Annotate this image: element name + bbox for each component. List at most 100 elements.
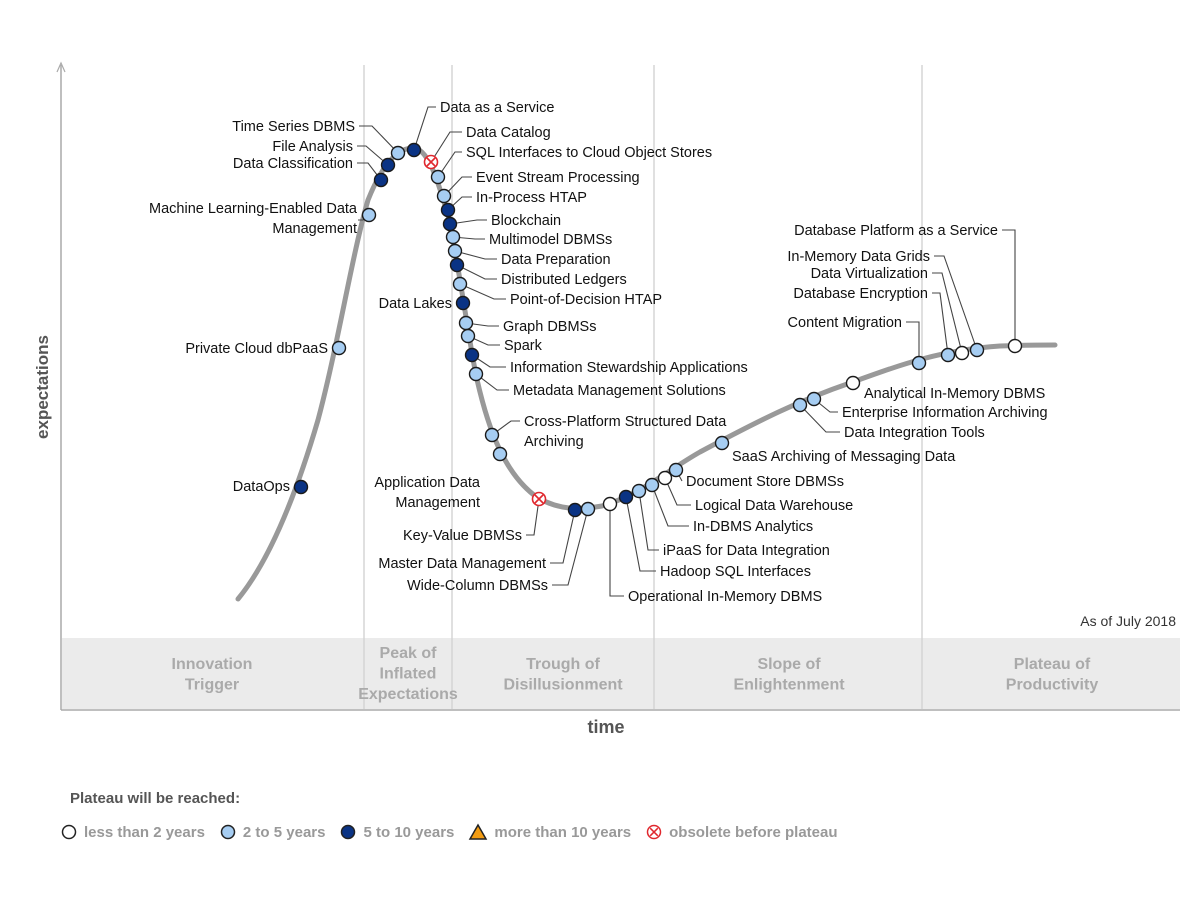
technology-marker [380,157,396,173]
technology-marker [644,477,660,493]
technology-marker [969,342,985,358]
technology-label: Analytical In-Memory DBMS [864,386,1045,402]
technology-label: Information Stewardship Applications [510,360,748,376]
technology-marker [361,207,377,223]
leader-lines [357,106,1016,597]
technology-marker [492,446,508,462]
leader-line [456,264,497,280]
technology-marker [452,276,468,292]
technology-label: In-Process HTAP [476,190,587,206]
legend-item-obsolete: obsolete before plateau [645,823,838,841]
circle-icon [220,824,236,840]
technology-label: In-DBMS Analytics [693,519,813,535]
phase-band-background [62,638,1180,709]
technology-label: Application Data Management [374,475,481,511]
technology-label: Operational In-Memory DBMS [628,589,822,605]
technology-marker [911,355,927,371]
y-axis-arrow-icon [56,61,66,73]
leader-line [651,484,689,527]
technology-marker [657,470,673,486]
technology-label: Event Stream Processing [476,170,640,186]
technology-label: Machine Learning-Enabled Data Management [149,201,358,237]
technology-marker [442,216,458,232]
technology-marker [602,496,618,512]
phase-band [62,638,1180,709]
legend-label: less than 2 years [84,823,205,841]
as-of-date: As of July 2018 [1080,613,1176,629]
technology-markers [293,142,1023,518]
technology-marker-obsolete [423,154,439,170]
technology-label: Content Migration [788,315,902,331]
technology-label: SaaS Archiving of Messaging Data [732,449,956,465]
legend-label: obsolete before plateau [669,823,838,841]
circle-icon [341,824,356,840]
leader-line [552,508,589,586]
technology-label: Database Encryption [793,286,928,302]
technology-marker [464,347,480,363]
technology-label: Wide-Column DBMSs [407,578,548,594]
legend-title: Plateau will be reached: [70,790,241,807]
leader-line [664,477,691,506]
technology-marker [806,391,822,407]
leader-line [413,106,436,151]
technology-label: Data as a Service [440,100,554,116]
leader-line [609,504,624,597]
leader-line [449,219,487,225]
technology-label: iPaaS for Data Integration [663,543,830,559]
technology-label: Data Integration Tools [844,425,985,441]
technology-label: Document Store DBMSs [686,474,844,490]
technology-label: Data Classification [233,156,353,172]
technology-label: Spark [504,338,543,354]
phase-label: Plateau of Productivity [1006,656,1099,694]
technology-marker [618,489,634,505]
leader-line [467,335,500,346]
technology-marker-obsolete [531,491,547,507]
legend: Plateau will be reached: less than 2 yea… [60,790,1060,841]
technology-marker [631,483,647,499]
leader-line [430,131,462,163]
technology-marker [792,397,808,413]
technology-marker [293,479,309,495]
leader-line [491,420,520,436]
technology-label: Data Catalog [466,125,551,141]
technology-label: Key-Value DBMSs [403,528,522,544]
technology-label: SQL Interfaces to Cloud Object Stores [466,145,712,161]
phase-label: Innovation Trigger [172,656,253,694]
technology-marker [845,375,861,391]
technology-label: Hadoop SQL Interfaces [660,564,811,580]
technology-label: Time Series DBMS [232,119,355,135]
technology-marker [440,202,456,218]
technology-label: Private Cloud dbPaaS [185,341,328,357]
leader-line [459,283,506,300]
obsolete-icon [646,824,662,840]
leader-line [934,255,978,351]
legend-items: less than 2 years 2 to 5 years 5 to 10 y… [60,823,1060,841]
technology-marker [940,347,956,363]
leader-line [526,498,540,536]
technology-marker [468,366,484,382]
leader-line [625,496,656,572]
technology-marker [954,345,970,361]
technology-label: Data Preparation [501,252,611,268]
y-axis-label: expectations [33,335,52,439]
leader-line [1002,229,1016,346]
technology-marker [1007,338,1023,354]
phase-label: Peak of Inflated Expectations [358,645,458,703]
leader-line [443,176,472,197]
technology-label: Multimodel DBMSs [489,232,612,248]
technology-marker [455,295,471,311]
leader-line [471,354,506,368]
technology-label: Cross-Platform Structured Data Archiving [524,414,727,450]
technology-marker [580,501,596,517]
phase-labels: Innovation Trigger Peak of Inflated Expectat… [172,645,1099,703]
technology-marker [714,435,730,451]
technology-marker [447,243,463,259]
axes [56,61,1180,711]
leader-line [906,321,920,363]
technology-label: Point-of-Decision HTAP [510,292,662,308]
circle-icon [61,824,77,840]
technology-label: Metadata Management Solutions [513,383,726,399]
technology-marker [449,257,465,273]
leader-line [452,236,485,240]
